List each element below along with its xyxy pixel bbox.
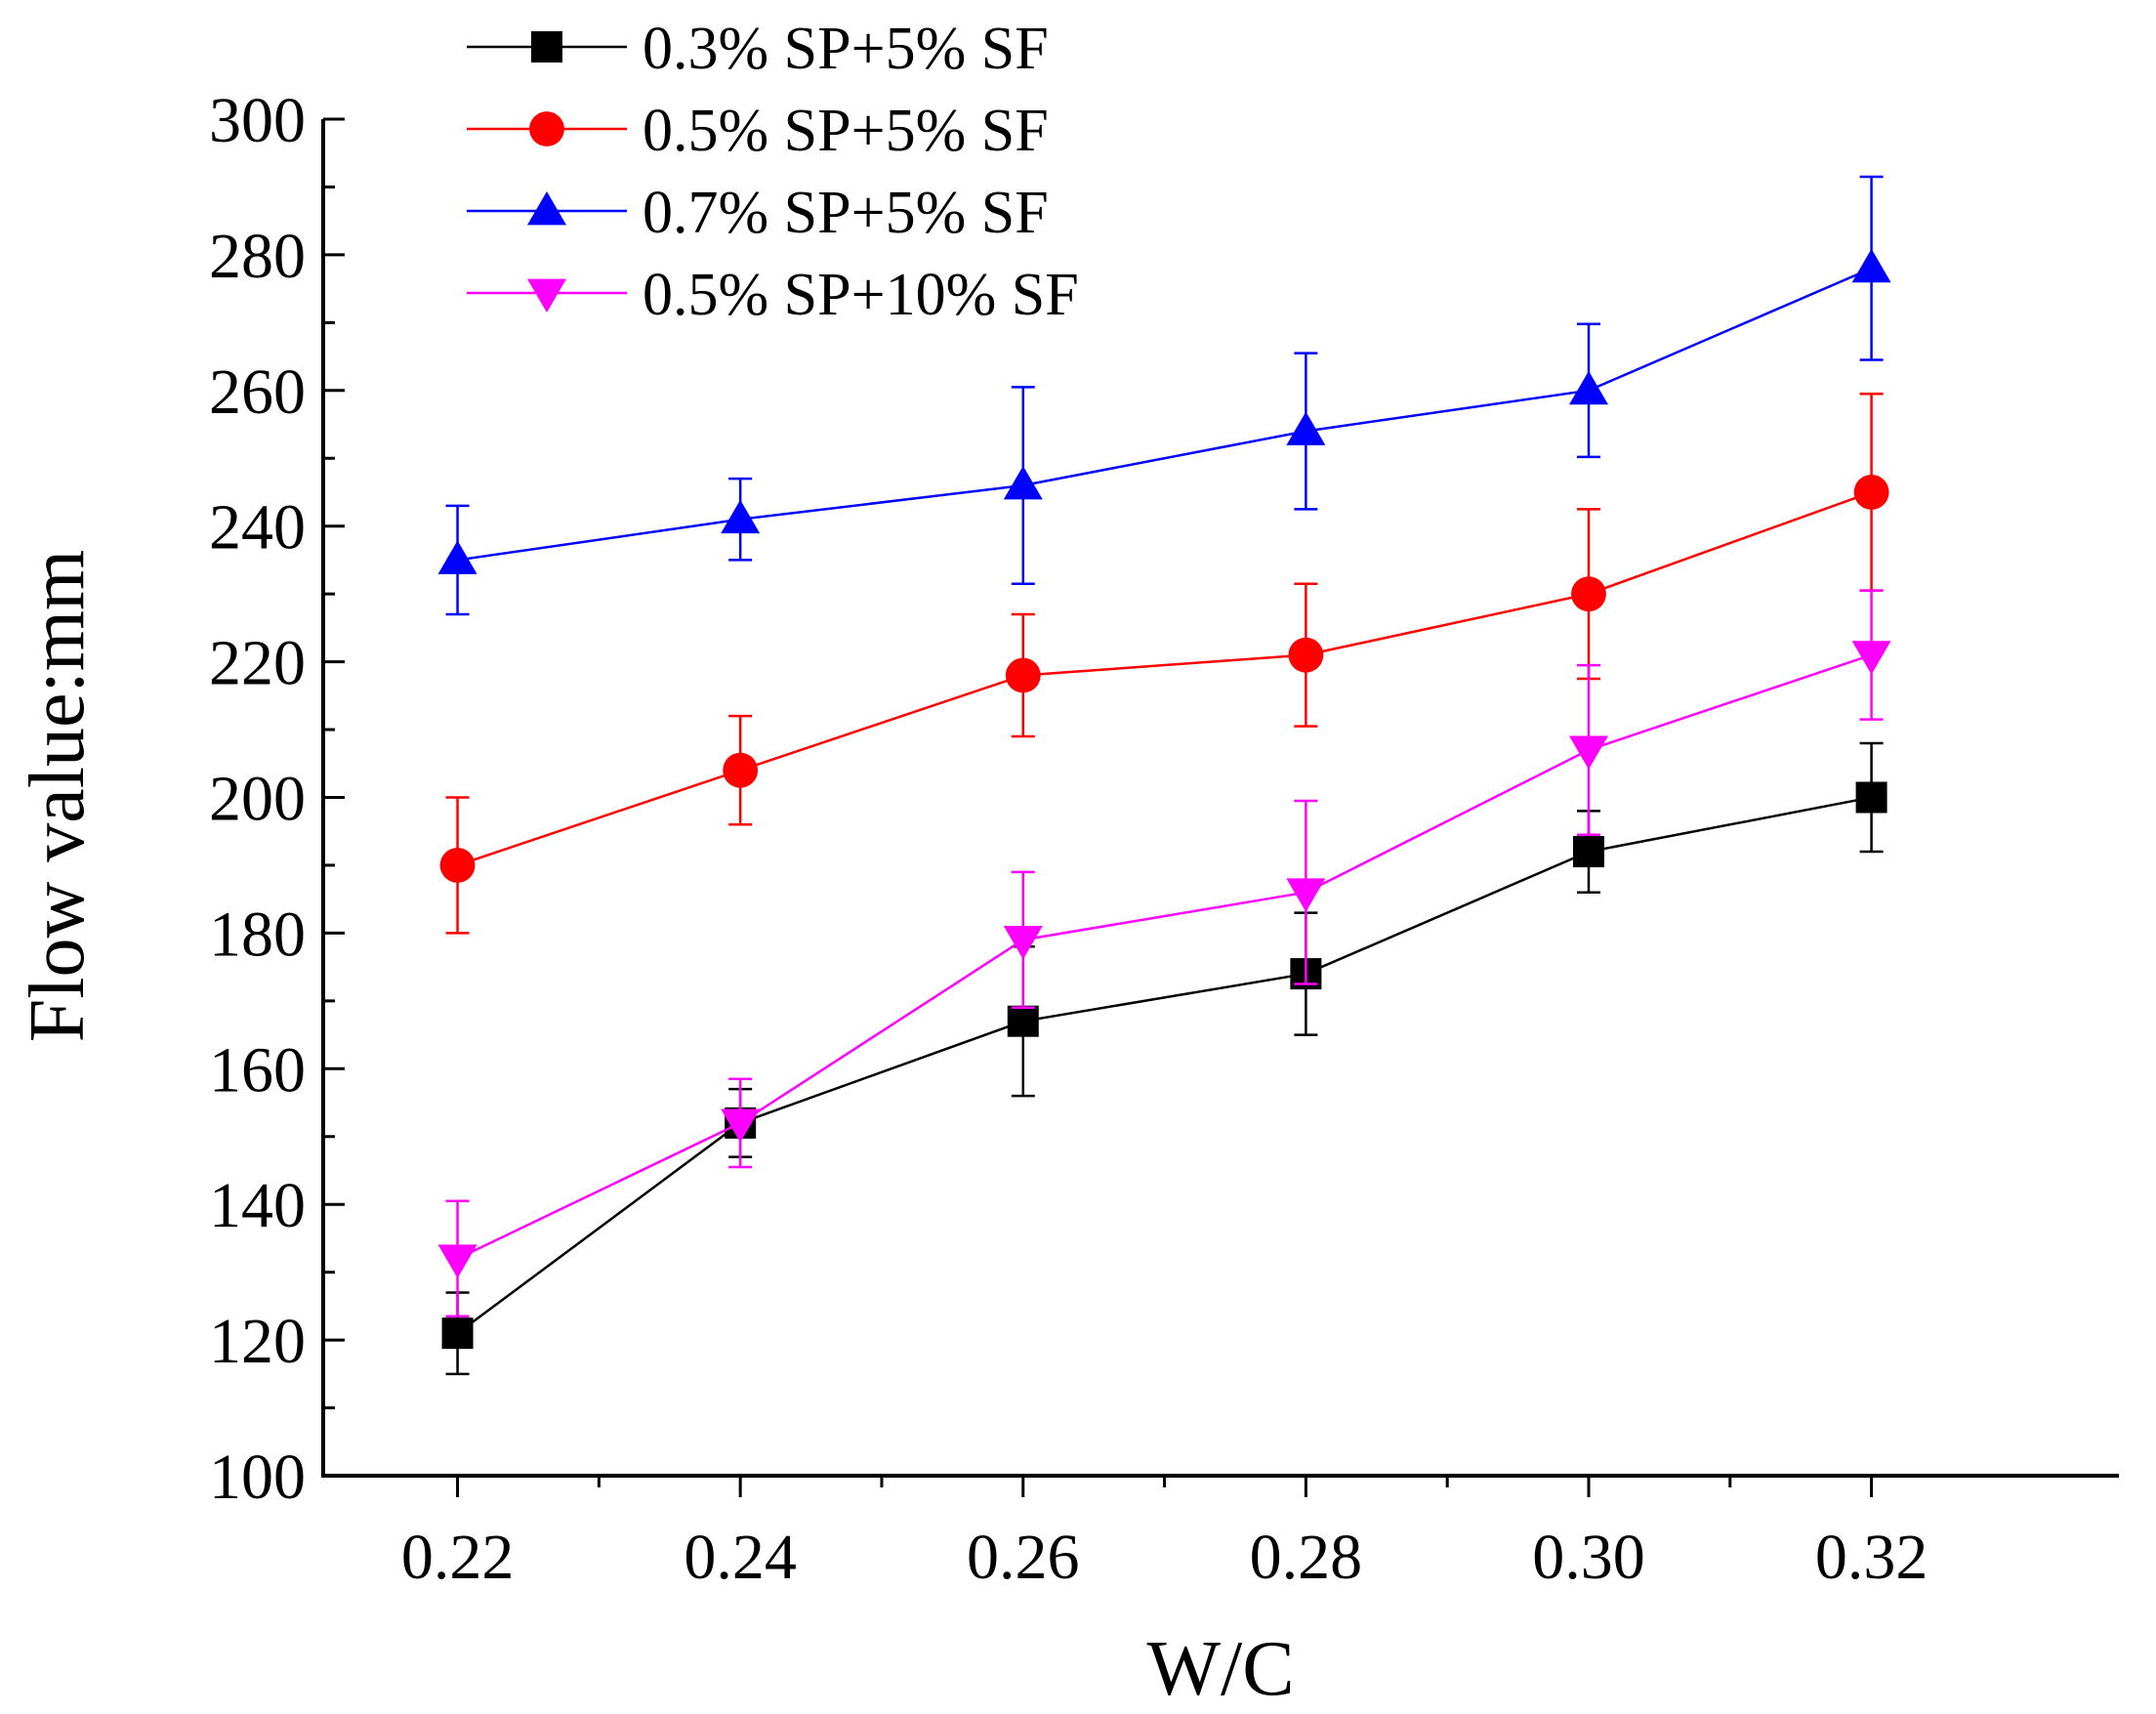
data-point (721, 1108, 761, 1143)
series-4 (437, 589, 1891, 1318)
series-layer (437, 175, 1891, 1376)
data-point (1003, 466, 1043, 500)
legend-item: 0.7% SP+5% SF (467, 180, 1049, 246)
y-tick-label: 160 (209, 1034, 306, 1106)
legend-marker (527, 278, 566, 313)
x-tick-label: 0.30 (1532, 1522, 1645, 1593)
x-axis-ticks: 0.22 0.24 0.26 0.28 0.30 0.32 (401, 1476, 1928, 1593)
series-3 (437, 175, 1891, 616)
data-point (721, 499, 761, 534)
y-tick-label: 140 (209, 1170, 306, 1241)
data-point (441, 1317, 474, 1350)
y-axis-title: Flow value:mm (15, 550, 101, 1042)
data-point (1288, 637, 1324, 673)
data-point (1851, 641, 1891, 675)
legend-label: 0.5% SP+10% SF (643, 262, 1079, 328)
data-point (1007, 1005, 1039, 1037)
legend-label: 0.5% SP+5% SF (643, 98, 1049, 164)
data-point (439, 848, 476, 883)
data-point (1286, 411, 1326, 445)
y-tick-label: 100 (209, 1442, 306, 1513)
x-axis-title: W/C (1146, 1626, 1294, 1712)
legend-item: 0.5% SP+5% SF (467, 98, 1049, 164)
series-line (456, 796, 1872, 1335)
legend-marker (531, 31, 562, 63)
y-tick-label: 120 (209, 1306, 306, 1377)
series-line (457, 267, 1873, 562)
series-line (457, 653, 1872, 1260)
y-tick-label: 240 (209, 492, 306, 564)
data-point (1286, 878, 1326, 912)
data-point (1568, 370, 1608, 405)
legend-marker (529, 111, 564, 146)
y-tick-label: 180 (209, 899, 306, 970)
series-1 (441, 741, 1887, 1376)
x-tick-label: 0.32 (1815, 1522, 1928, 1593)
data-point (1572, 836, 1604, 868)
data-point (723, 752, 759, 788)
y-tick-label: 260 (209, 356, 306, 428)
data-point (1003, 925, 1043, 960)
legend-label: 0.3% SP+5% SF (643, 16, 1049, 82)
data-point (1853, 475, 1889, 510)
data-point (1571, 576, 1606, 612)
legend-label: 0.7% SP+5% SF (643, 180, 1049, 246)
data-point (1005, 657, 1041, 693)
x-tick-label: 0.22 (401, 1522, 515, 1593)
y-axis-ticks: 100 120 140 160 180 200 220 240 260 280 300 (209, 85, 345, 1513)
data-point (1855, 781, 1887, 814)
data-point (1851, 248, 1891, 283)
x-tick-label: 0.28 (1250, 1522, 1363, 1593)
x-tick-label: 0.24 (684, 1522, 797, 1593)
y-tick-label: 300 (209, 85, 306, 156)
x-tick-label: 0.26 (967, 1522, 1080, 1593)
y-tick-label: 220 (209, 628, 306, 699)
data-point (437, 1244, 477, 1278)
series-line (457, 490, 1873, 867)
legend-marker (527, 191, 566, 226)
series-2 (439, 393, 1889, 935)
legend-item: 0.3% SP+5% SF (467, 16, 1049, 82)
legend-item: 0.5% SP+10% SF (467, 262, 1079, 328)
y-tick-label: 200 (209, 764, 306, 835)
legend: 0.3% SP+5% SF 0.5% SP+5% SF 0.7% SP+5% SF 0… (467, 16, 1079, 328)
data-point (437, 540, 477, 574)
data-point (1568, 735, 1608, 770)
y-tick-label: 280 (209, 221, 306, 292)
